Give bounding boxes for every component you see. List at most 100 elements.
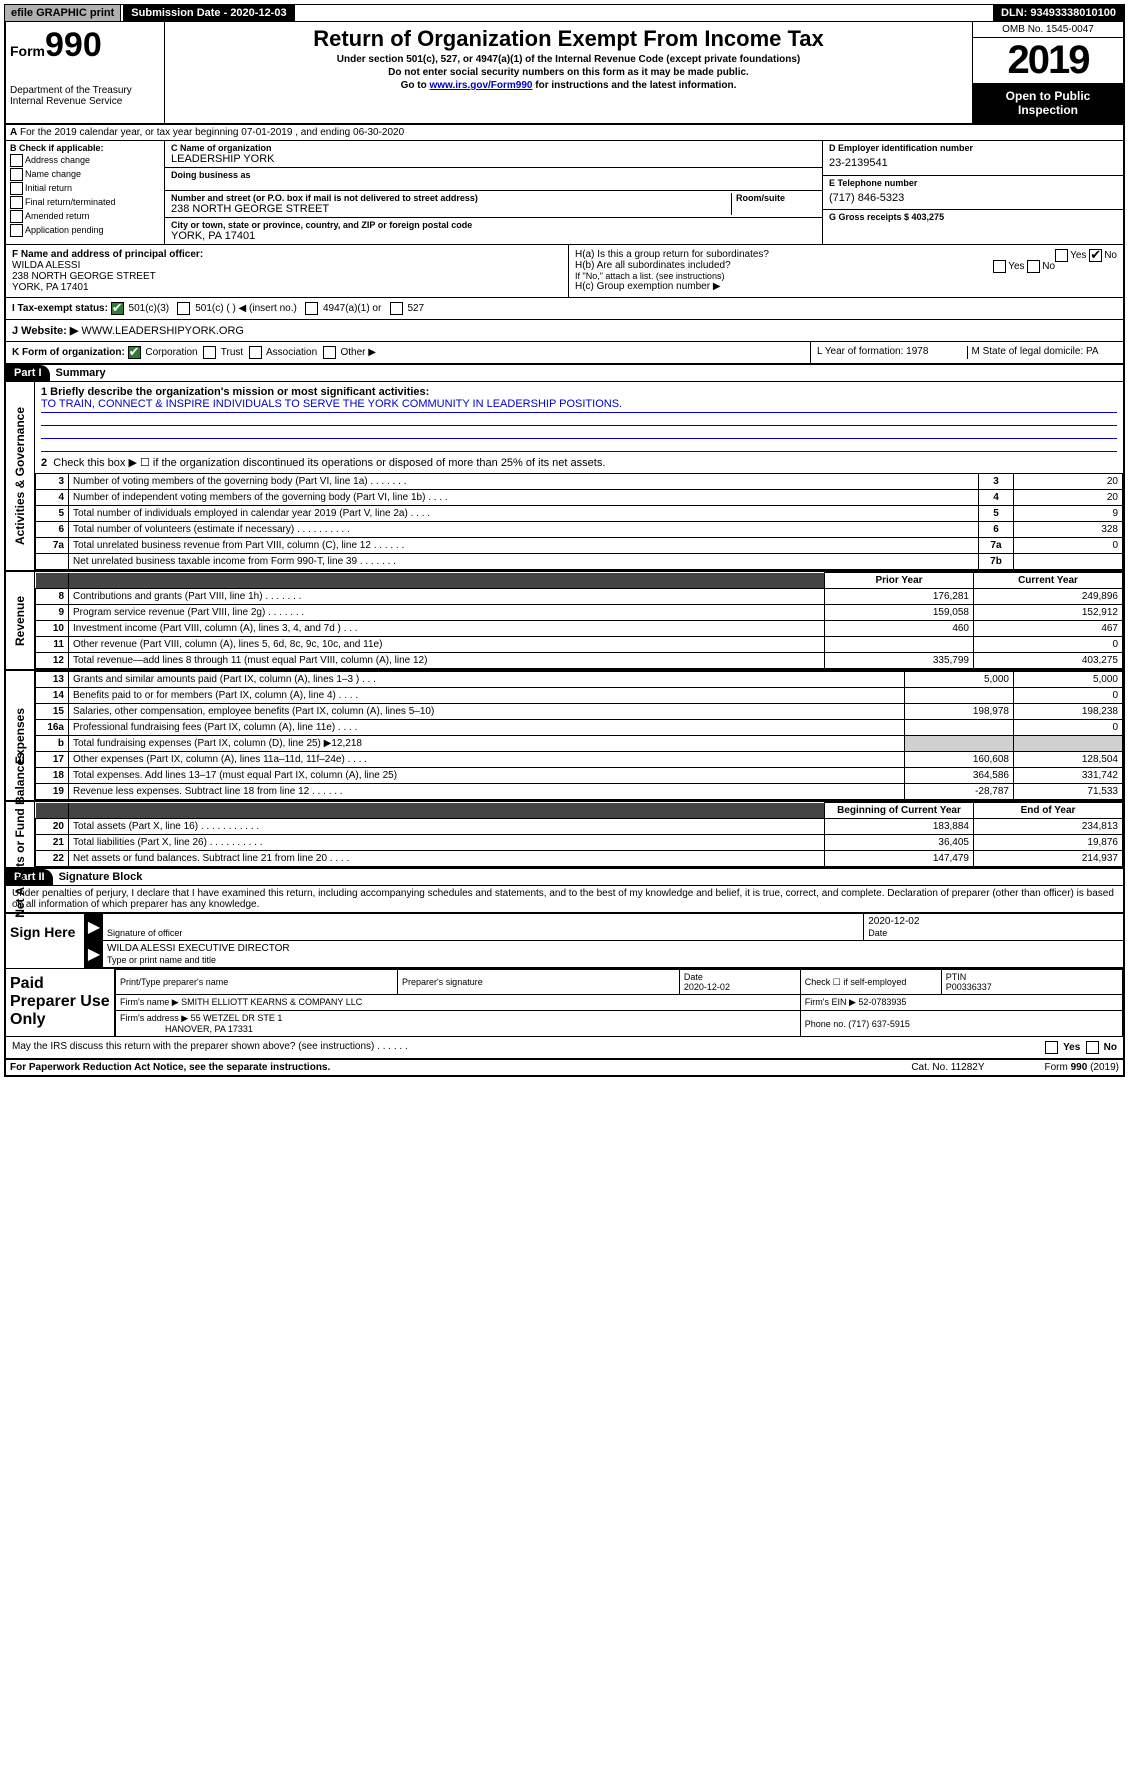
table-row: 15Salaries, other compensation, employee… <box>36 704 1123 720</box>
expenses-table: 13Grants and similar amounts paid (Part … <box>35 671 1123 800</box>
box-f-officer: F Name and address of principal officer:… <box>6 245 569 297</box>
form-year-cell: OMB No. 1545-0047 2019 Open to Public In… <box>972 22 1123 123</box>
table-row: 3Number of voting members of the governi… <box>36 474 1123 490</box>
entity-info-grid: B Check if applicable: Address change Na… <box>6 141 1123 245</box>
table-row: 21Total liabilities (Part X, line 26) . … <box>36 835 1123 851</box>
table-row: 18Total expenses. Add lines 13–17 (must … <box>36 768 1123 784</box>
form-version: Form 990 (2019) <box>1045 1062 1119 1073</box>
form-id-cell: Form990 Department of the Treasury Inter… <box>6 22 165 123</box>
firm-address-1: 55 WETZEL DR STE 1 <box>191 1013 283 1023</box>
officer-name-title: WILDA ALESSI EXECUTIVE DIRECTOR <box>107 943 1119 955</box>
revenue-section: Revenue Prior YearCurrent Year8Contribut… <box>6 572 1123 671</box>
tax-status-rows: I Tax-exempt status: 501(c)(3) 501(c) ( … <box>6 298 1123 365</box>
ptin: P00336337 <box>946 982 992 992</box>
mission-text: TO TRAIN, CONNECT & INSPIRE INDIVIDUALS … <box>41 398 1117 413</box>
officer-group-row: F Name and address of principal officer:… <box>6 245 1123 298</box>
chk-corporation[interactable] <box>128 346 141 359</box>
sign-arrow-icon-2: ▶ <box>85 941 103 967</box>
table-row: 9Program service revenue (Part VIII, lin… <box>36 605 1123 621</box>
state-domicile: M State of legal domicile: PA <box>968 346 1118 359</box>
table-row: 20Total assets (Part X, line 16) . . . .… <box>36 819 1123 835</box>
table-row: 5Total number of individuals employed in… <box>36 506 1123 522</box>
sign-here-block: Sign Here ▶ Signature of officer 2020-12… <box>6 913 1123 968</box>
part-1-header-row: Part I Summary <box>6 365 1123 382</box>
box-d-ein-tel: D Employer identification number 23-2139… <box>822 141 1123 244</box>
line-a-tax-year: A For the 2019 calendar year, or tax yea… <box>6 125 1123 141</box>
tax-year: 2019 <box>973 38 1123 83</box>
form-title: Return of Organization Exempt From Incom… <box>173 26 964 52</box>
table-row: 17Other expenses (Part IX, column (A), l… <box>36 752 1123 768</box>
website-value: WWW.LEADERSHIPYORK.ORG <box>81 325 244 337</box>
omb-number: OMB No. 1545-0047 <box>973 22 1123 38</box>
revenue-table: Prior YearCurrent Year8Contributions and… <box>35 572 1123 669</box>
table-row: 22Net assets or fund balances. Subtract … <box>36 851 1123 867</box>
form-title-cell: Return of Organization Exempt From Incom… <box>165 22 972 123</box>
discuss-row: May the IRS discuss this return with the… <box>6 1036 1123 1058</box>
chk-name-change[interactable]: Name change <box>10 168 160 181</box>
table-row: 12Total revenue—add lines 8 through 11 (… <box>36 653 1123 669</box>
org-name: LEADERSHIP YORK <box>171 153 816 165</box>
chk-discuss-no[interactable] <box>1086 1041 1099 1054</box>
efile-print-button[interactable]: efile GRAPHIC print <box>5 5 121 21</box>
table-row: 6Total number of volunteers (estimate if… <box>36 522 1123 538</box>
side-label-governance: Activities & Governance <box>13 407 27 545</box>
box-h-group-return: H(a) Is this a group return for subordin… <box>569 245 1123 297</box>
submission-date-badge: Submission Date - 2020-12-03 <box>123 5 294 21</box>
open-public-badge: Open to Public Inspection <box>973 83 1123 123</box>
dln-badge: DLN: 93493338010100 <box>993 5 1124 21</box>
expenses-section: Expenses 13Grants and similar amounts pa… <box>6 671 1123 802</box>
gross-receipts: G Gross receipts $ 403,275 <box>829 212 1117 222</box>
form-footer: For Paperwork Reduction Act Notice, see … <box>6 1058 1123 1075</box>
chk-final-return[interactable]: Final return/terminated <box>10 196 160 209</box>
net-assets-section: Net Assets or Fund Balances Beginning of… <box>6 802 1123 869</box>
table-row: 16aProfessional fundraising fees (Part I… <box>36 720 1123 736</box>
perjury-statement: Under penalties of perjury, I declare th… <box>6 886 1123 913</box>
table-row: 4Number of independent voting members of… <box>36 490 1123 506</box>
chk-initial-return[interactable]: Initial return <box>10 182 160 195</box>
form-subtitle-1: Under section 501(c), 527, or 4947(a)(1)… <box>173 54 964 65</box>
year-formation: L Year of formation: 1978 <box>817 346 968 359</box>
net-assets-table: Beginning of Current YearEnd of Year20To… <box>35 802 1123 867</box>
form-990-document: Form990 Department of the Treasury Inter… <box>4 22 1125 1077</box>
table-row: 8Contributions and grants (Part VIII, li… <box>36 589 1123 605</box>
table-row: 14Benefits paid to or for members (Part … <box>36 688 1123 704</box>
department-label: Department of the Treasury Internal Reve… <box>10 85 160 107</box>
box-c-org-info: C Name of organization LEADERSHIP YORK D… <box>165 141 822 244</box>
org-street: 238 NORTH GEORGE STREET <box>171 203 731 215</box>
firm-name: SMITH ELLIOTT KEARNS & COMPANY LLC <box>181 997 362 1007</box>
table-row: 10Investment income (Part VIII, column (… <box>36 621 1123 637</box>
chk-discuss-yes[interactable] <box>1045 1041 1058 1054</box>
firm-phone: (717) 637-5915 <box>848 1019 910 1029</box>
chk-application-pending[interactable]: Application pending <box>10 224 160 237</box>
table-row: Net unrelated business taxable income fr… <box>36 554 1123 570</box>
telephone-value: (717) 846-5323 <box>829 188 1117 204</box>
chk-address-change[interactable]: Address change <box>10 154 160 167</box>
governance-table: 3Number of voting members of the governi… <box>35 473 1123 570</box>
part-1-badge: Part I <box>6 365 50 381</box>
governance-section: Activities & Governance 1 Briefly descri… <box>6 382 1123 572</box>
firm-ein: 52-0783935 <box>858 997 906 1007</box>
form-subtitle-2: Do not enter social security numbers on … <box>173 67 964 78</box>
table-row: 7aTotal unrelated business revenue from … <box>36 538 1123 554</box>
paid-preparer-block: Paid Preparer Use Only Print/Type prepar… <box>6 968 1123 1036</box>
form-header: Form990 Department of the Treasury Inter… <box>6 22 1123 125</box>
box-b-checklist: B Check if applicable: Address change Na… <box>6 141 165 244</box>
table-row: 13Grants and similar amounts paid (Part … <box>36 672 1123 688</box>
top-action-bar: efile GRAPHIC print Submission Date - 20… <box>4 4 1125 22</box>
table-row: 19Revenue less expenses. Subtract line 1… <box>36 784 1123 800</box>
side-label-net-assets: Net Assets or Fund Balances <box>13 752 27 918</box>
ein-value: 23-2139541 <box>829 153 1117 169</box>
form-subtitle-3: Go to www.irs.gov/Form990 for instructio… <box>173 80 964 91</box>
table-row: bTotal fundraising expenses (Part IX, co… <box>36 736 1123 752</box>
chk-501c3[interactable] <box>111 302 124 315</box>
preparer-date: 2020-12-02 <box>684 982 730 992</box>
chk-amended-return[interactable]: Amended return <box>10 210 160 223</box>
sign-arrow-icon: ▶ <box>85 914 103 940</box>
org-city: YORK, PA 17401 <box>171 230 816 242</box>
table-row: 11Other revenue (Part VIII, column (A), … <box>36 637 1123 653</box>
irs-link[interactable]: www.irs.gov/Form990 <box>429 80 532 91</box>
part-2-header-row: Part II Signature Block <box>6 869 1123 886</box>
firm-address-2: HANOVER, PA 17331 <box>165 1024 253 1034</box>
sign-date: 2020-12-02 <box>868 916 1119 928</box>
side-label-revenue: Revenue <box>13 595 27 645</box>
